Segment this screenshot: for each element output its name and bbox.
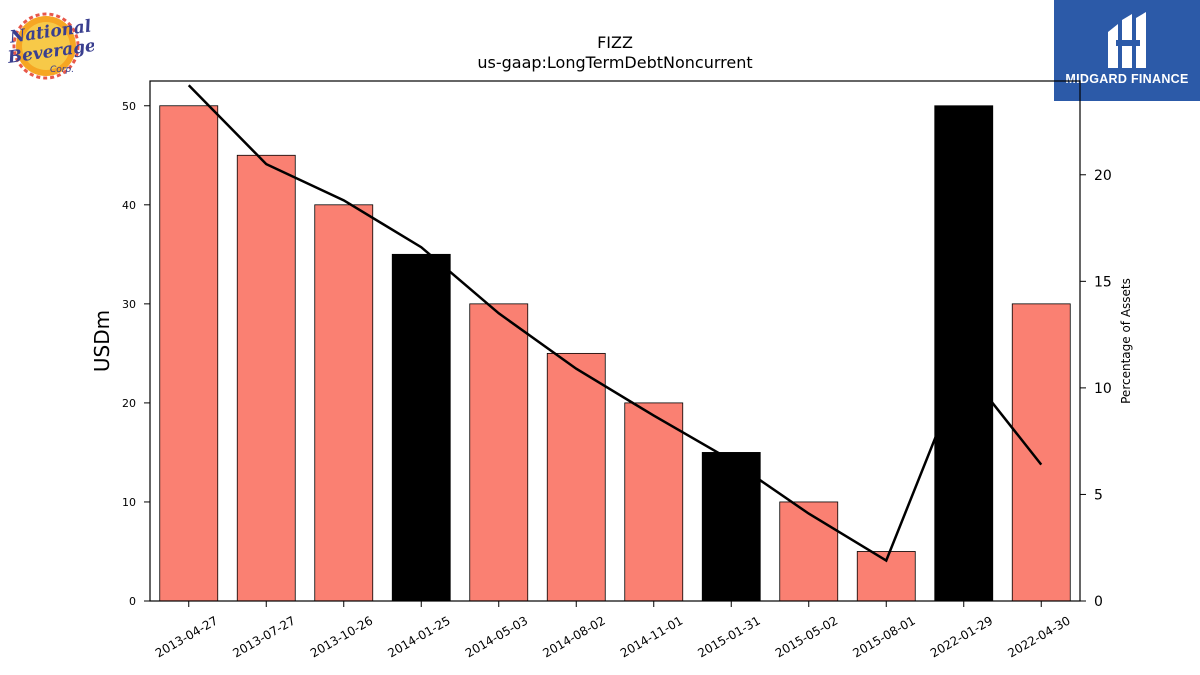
bar: [779, 501, 839, 602]
y-tick-label: 40: [122, 199, 136, 212]
national-beverage-logo: National Beverage Corp.: [4, 6, 97, 80]
x-tick-label: 2014-08-02: [540, 613, 607, 660]
x-tick-label: 2014-05-03: [463, 613, 530, 660]
x-tick-label: 2013-10-26: [308, 613, 375, 660]
midgard-logo-text: MIDGARD FINANCE: [1065, 72, 1189, 86]
y2-axis-label: Percentage of Assets: [1119, 278, 1133, 404]
bar: [1011, 303, 1071, 602]
percentage-line: [187, 84, 1043, 563]
x-tick-label: 2013-07-27: [230, 613, 297, 660]
bar: [624, 402, 684, 602]
right-axis: 0 5 10 15 20: [1080, 168, 1112, 610]
midgard-finance-logo: MIDGARD FINANCE: [1054, 0, 1200, 101]
bar: [701, 452, 761, 602]
bar: [314, 204, 374, 602]
y2-tick-label: 0: [1094, 594, 1103, 610]
bar: [236, 154, 296, 602]
bar-group: [159, 105, 1071, 602]
x-tick-label: 2014-01-25: [385, 613, 452, 660]
x-tick-label: 2022-04-30: [1005, 613, 1072, 660]
chart-subtitle: us-gaap:LongTermDebtNoncurrent: [477, 53, 752, 72]
midgard-mark-icon: [1108, 12, 1146, 68]
y2-tick-label: 20: [1094, 168, 1112, 184]
x-tick-label: 2013-04-27: [153, 613, 220, 660]
y-tick-label: 10: [122, 496, 136, 509]
bar: [934, 105, 994, 602]
y-tick-label: 20: [122, 397, 136, 410]
y-axis-label: USDm: [90, 310, 114, 372]
x-tick-label: 2015-05-02: [773, 613, 840, 660]
x-axis: 2013-04-27 2013-07-27 2013-10-26 2014-01-25…: [153, 601, 1073, 660]
bar: [469, 303, 529, 602]
y2-tick-label: 5: [1094, 487, 1103, 503]
chart-title: FIZZ: [597, 33, 633, 52]
y-tick-label: 0: [129, 595, 136, 608]
plot-frame: [149, 80, 1081, 602]
sunburst-icon: [12, 12, 80, 80]
y2-tick-label: 10: [1094, 381, 1112, 397]
x-tick-label: 2014-11-01: [618, 613, 685, 660]
x-tick-label: 2015-01-31: [695, 613, 762, 660]
bar: [391, 253, 451, 602]
left-axis: 0 10 20 30 40 50: [122, 100, 150, 608]
y2-tick-label: 15: [1094, 274, 1112, 290]
svg-text:Corp.: Corp.: [50, 65, 74, 75]
y-tick-label: 50: [122, 100, 136, 113]
x-tick-label: 2022-01-29: [928, 613, 995, 660]
x-tick-label: 2015-08-01: [850, 613, 917, 660]
y-tick-label: 30: [122, 298, 136, 311]
bar: [159, 105, 219, 602]
bar: [546, 352, 606, 602]
